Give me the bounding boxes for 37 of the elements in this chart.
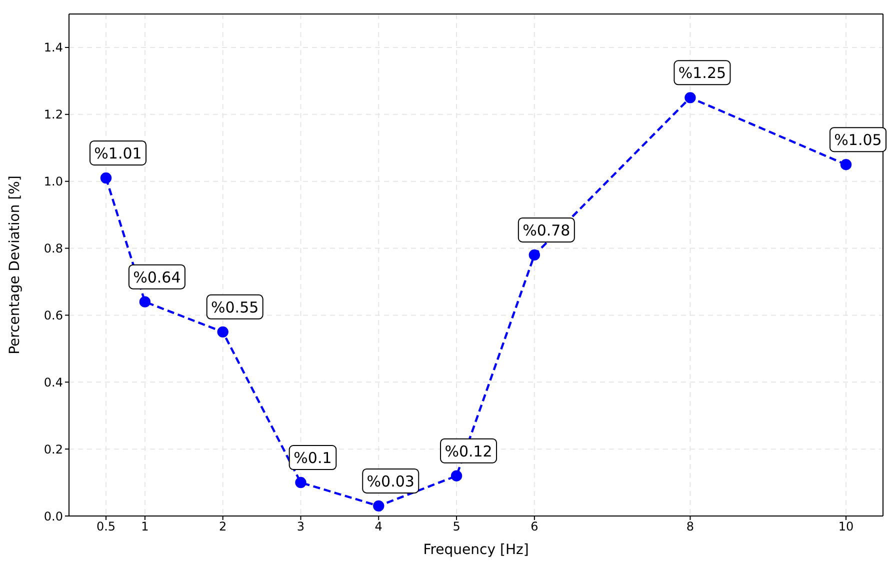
x-tick-label: 10 [838, 520, 854, 534]
y-tick-label: 0.2 [44, 442, 63, 456]
y-tick-label: 1.4 [44, 40, 63, 55]
y-tick-label: 1.2 [44, 108, 63, 122]
x-tick-label: 5 [452, 520, 460, 534]
x-tick-label: 6 [530, 520, 538, 534]
point [100, 172, 112, 184]
x-tick-label: 3 [296, 520, 305, 534]
point [295, 476, 306, 488]
x-axis-title: Frequency [Hz] [423, 542, 529, 558]
point [373, 500, 384, 512]
y-tick-label: 1.0 [44, 174, 63, 189]
x-tick-label: 4 [374, 520, 382, 534]
point [684, 92, 696, 104]
data-label: %0.64 [133, 268, 181, 286]
point [528, 249, 540, 261]
y-tick-label: 0.8 [44, 242, 63, 256]
data-label: %1.25 [678, 64, 726, 82]
data-label: %0.03 [366, 472, 414, 490]
y-tick-label: 0.4 [44, 375, 63, 390]
data-label: %0.55 [211, 298, 259, 316]
point [217, 326, 228, 338]
x-tick-label: 0.5 [96, 520, 116, 534]
y-tick-label: 0.6 [44, 308, 63, 322]
data-label: %1.01 [94, 144, 142, 162]
x-tick-label: 1 [141, 520, 149, 534]
data-label: %0.1 [294, 449, 332, 468]
y-axis-title: Percentage Deviation [%] [6, 176, 23, 354]
point [139, 296, 151, 308]
data-label: %1.05 [834, 131, 882, 150]
data-label: %0.78 [522, 221, 570, 240]
data-label: %0.12 [444, 442, 492, 460]
point [840, 159, 852, 170]
x-tick-label: 8 [686, 520, 694, 534]
y-tick-label: 0.0 [44, 509, 63, 524]
point [450, 470, 462, 482]
x-tick-label: 2 [219, 520, 227, 534]
